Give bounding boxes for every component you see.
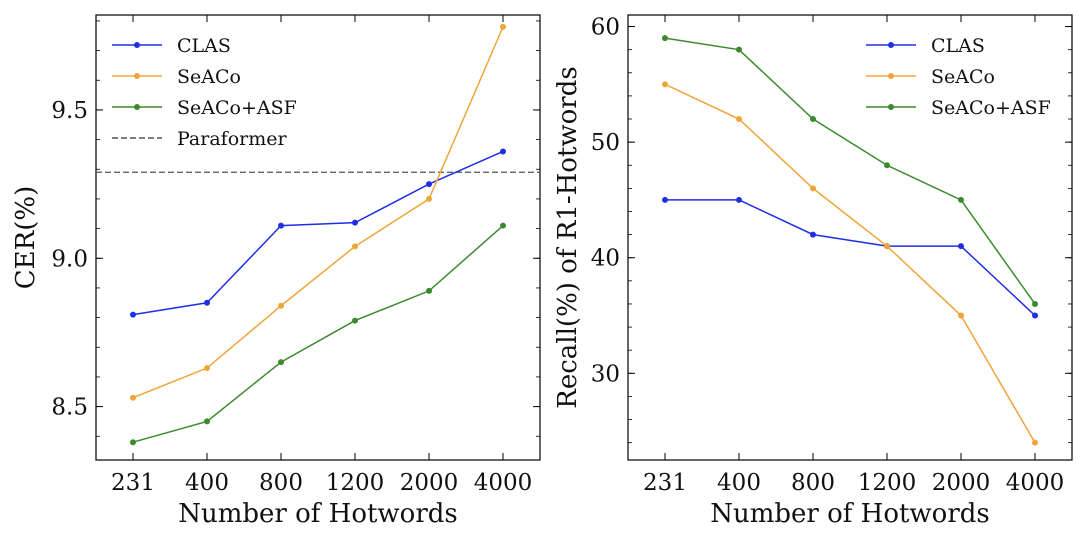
plot-frame <box>95 14 541 461</box>
data-point-seaco <box>278 302 284 309</box>
legend-label-seaco: SeACo <box>177 66 241 88</box>
data-point-clas <box>426 181 432 188</box>
legend-label-clas: CLAS <box>177 35 231 57</box>
series-line-seaco <box>664 83 1036 444</box>
data-point-clas <box>130 311 136 318</box>
data-point-seaco-asf <box>352 317 358 324</box>
y-tick-label: 9.5 <box>51 98 88 124</box>
data-point-clas <box>958 243 964 250</box>
data-point-seaco <box>500 23 506 30</box>
x-tick-label: 800 <box>259 470 303 496</box>
x-tick-label: 2000 <box>932 470 991 496</box>
data-point-clas <box>352 219 358 226</box>
y-axis-label: Recall(%) of R1-Hotwords <box>553 66 583 408</box>
x-tick-label: 1200 <box>326 470 385 496</box>
data-point-clas <box>204 299 210 306</box>
data-point-seaco <box>884 243 890 250</box>
data-point-seaco <box>204 365 210 372</box>
x-tick-label: 2000 <box>400 470 459 496</box>
x-tick-label: 400 <box>717 470 761 496</box>
series-line-seaco-asf <box>664 37 1036 305</box>
x-tick-label: 400 <box>185 470 229 496</box>
data-point-seaco-asf <box>958 196 964 203</box>
y-axis-label: CER(%) <box>11 186 41 289</box>
legend-label-seaco-asf: SeACo+ASF <box>177 97 297 119</box>
data-point-seaco-asf <box>204 418 210 425</box>
data-point-seaco-asf <box>810 116 816 123</box>
data-point-seaco <box>352 243 358 250</box>
series-line-seaco-asf <box>132 225 504 443</box>
data-point-seaco <box>958 312 964 319</box>
data-point-clas <box>500 148 506 155</box>
x-tick-label: 231 <box>111 470 155 496</box>
legend-marker-clas <box>888 42 894 48</box>
y-tick-label: 40 <box>591 246 620 272</box>
x-axis-label: Number of Hotwords <box>710 499 990 529</box>
data-point-seaco <box>130 394 136 401</box>
series-line-clas <box>665 199 1036 317</box>
data-point-seaco-asf <box>884 162 890 169</box>
data-point-seaco-asf <box>278 359 284 366</box>
data-point-seaco-asf <box>662 35 668 42</box>
legend-marker-seaco-asf <box>888 104 894 110</box>
legend-marker-seaco <box>888 73 894 79</box>
series-line-clas <box>132 150 504 316</box>
data-point-seaco <box>662 81 668 88</box>
legend-label-seaco: SeACo <box>931 66 995 88</box>
x-axis-label: Number of Hotwords <box>178 499 458 529</box>
data-point-seaco-asf <box>736 46 742 53</box>
legend-label-seaco-asf: SeACo+ASF <box>931 97 1051 119</box>
y-tick-label: 8.5 <box>51 395 88 421</box>
data-point-seaco-asf <box>130 439 136 446</box>
x-tick-label: 4000 <box>474 470 533 496</box>
data-point-clas <box>1032 312 1038 319</box>
legend-label-paraformer: Paraformer <box>177 128 287 150</box>
legend-label-clas: CLAS <box>931 35 985 57</box>
data-point-seaco-asf <box>500 222 506 229</box>
x-tick-label: 800 <box>791 470 835 496</box>
data-point-seaco <box>736 116 742 123</box>
y-tick-label: 9.0 <box>51 246 88 272</box>
data-point-clas <box>810 231 816 238</box>
legend-marker-seaco <box>134 73 140 79</box>
plot-frame <box>627 14 1073 461</box>
y-tick-label: 50 <box>591 130 620 156</box>
y-tick-label: 30 <box>591 361 620 387</box>
data-point-seaco <box>426 195 432 202</box>
legend-marker-seaco-asf <box>134 104 140 110</box>
series-line-seaco <box>132 26 504 399</box>
y-tick-label: 60 <box>591 15 620 41</box>
legend-marker-clas <box>134 42 140 48</box>
data-point-clas <box>736 196 742 203</box>
data-point-clas <box>278 222 284 229</box>
data-point-seaco <box>1032 439 1038 446</box>
data-point-clas <box>662 196 668 203</box>
data-point-seaco <box>810 185 816 192</box>
data-point-seaco-asf <box>1032 300 1038 307</box>
x-tick-label: 231 <box>643 470 687 496</box>
x-tick-label: 1200 <box>858 470 917 496</box>
x-tick-label: 4000 <box>1006 470 1065 496</box>
data-point-seaco-asf <box>426 287 432 294</box>
